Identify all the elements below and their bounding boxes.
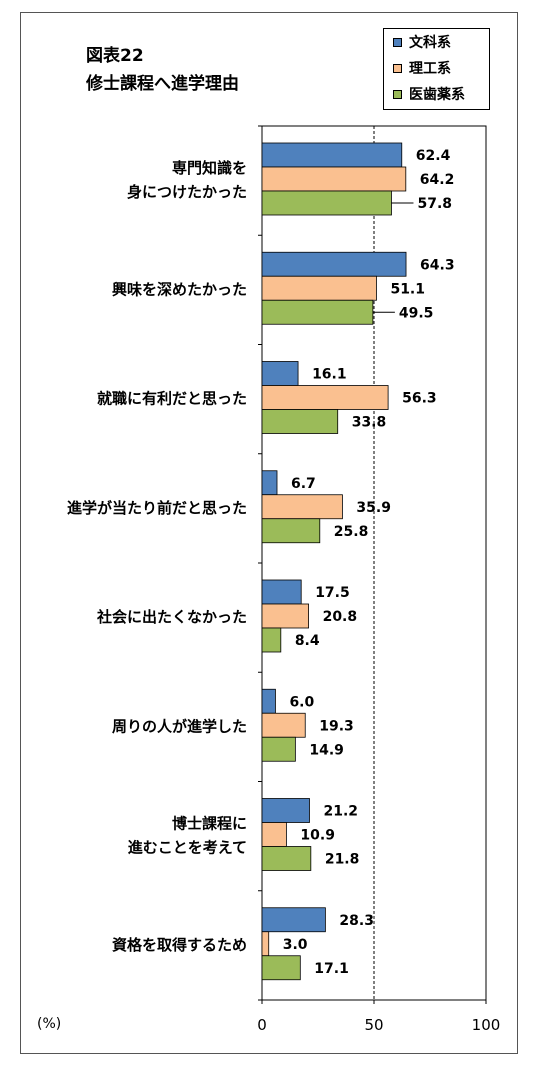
bar [261, 955, 301, 981]
category-label: 専門知識を [172, 159, 247, 177]
data-label: 19.3 [319, 718, 354, 734]
data-label: 33.8 [352, 415, 387, 431]
bar [261, 798, 310, 823]
data-label: 57.8 [417, 196, 452, 212]
data-label: 3.0 [283, 937, 308, 953]
bar [261, 385, 389, 410]
data-label: 20.8 [323, 609, 358, 625]
data-label: 6.7 [291, 476, 316, 492]
data-label: 6.0 [289, 694, 314, 710]
x-tick-label: 0 [257, 1016, 267, 1034]
bar [261, 736, 296, 762]
legend-label-ishiyaku: 医歯薬系 [409, 87, 465, 103]
data-label: 21.8 [325, 852, 360, 868]
bar [261, 688, 276, 714]
legend-swatch-bunka [393, 38, 402, 47]
data-label: 14.9 [309, 742, 344, 758]
bar [261, 299, 374, 325]
legend-swatch-riko [393, 64, 402, 73]
bar [261, 142, 403, 168]
bar [261, 518, 321, 544]
data-label: 16.1 [312, 367, 347, 383]
data-label: 51.1 [390, 281, 425, 297]
data-label: 8.4 [295, 633, 320, 649]
data-label: 35.9 [356, 500, 391, 516]
bar [261, 931, 270, 957]
category-label: 周りの人が進学した [112, 717, 247, 735]
bar [261, 494, 343, 520]
data-label: 21.2 [323, 804, 358, 820]
bar [261, 251, 407, 277]
category-label: 進学が当たり前だと思った [67, 499, 247, 517]
x-tick-label: 100 [472, 1016, 501, 1034]
bar [261, 907, 326, 933]
chart-title-line1: 図表22 [86, 46, 144, 66]
category-label: 就職に有利だと思った [97, 390, 247, 408]
data-label: 17.5 [315, 585, 350, 601]
category-label: 興味を深めたかった [112, 280, 247, 298]
data-label: 10.9 [300, 828, 335, 844]
bar [261, 409, 339, 434]
data-label: 56.3 [402, 391, 437, 407]
legend-label-riko: 理工系 [409, 61, 451, 77]
data-label: 62.4 [416, 148, 451, 164]
legend-swatch-ishiyaku [393, 90, 402, 99]
category-label: 進むことを考えて [128, 839, 247, 857]
bar [261, 190, 392, 216]
bar [261, 603, 309, 629]
bar [261, 712, 306, 738]
bar [261, 822, 287, 847]
data-label: 28.3 [339, 913, 374, 929]
bar [261, 579, 302, 605]
chart-title-line2: 修士課程へ進学理由 [86, 74, 239, 94]
bar [261, 470, 278, 496]
category-label: 身につけたかった [127, 183, 247, 201]
category-label: 資格を取得するため [112, 936, 247, 954]
data-label: 17.1 [314, 961, 349, 977]
category-label: 社会に出たくなかった [96, 608, 247, 626]
data-label: 64.2 [420, 172, 455, 188]
legend-label-bunka: 文科系 [409, 35, 451, 51]
data-label: 64.3 [420, 257, 455, 273]
category-label: 博士課程に [172, 815, 247, 833]
chart-frame [20, 12, 518, 1054]
x-tick-label: 50 [364, 1016, 383, 1034]
bar [261, 166, 407, 192]
bar [261, 627, 282, 653]
legend: 文科系 理工系 医歯薬系 [383, 28, 490, 110]
bar [261, 275, 377, 301]
data-label: 49.5 [399, 305, 434, 321]
data-label: 25.8 [334, 524, 369, 540]
bar [261, 361, 299, 386]
x-axis-unit-label: (%) [37, 1016, 62, 1032]
bar [261, 846, 312, 871]
